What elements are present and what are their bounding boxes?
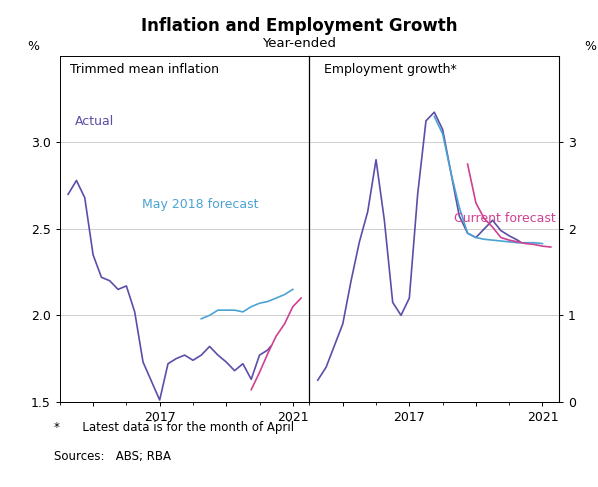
Text: Actual: Actual — [75, 115, 114, 128]
Text: May 2018 forecast: May 2018 forecast — [142, 198, 259, 211]
Text: Trimmed mean inflation: Trimmed mean inflation — [70, 63, 219, 76]
Text: Employment growth*: Employment growth* — [325, 63, 457, 76]
Text: %: % — [584, 39, 596, 53]
Text: %: % — [28, 39, 39, 53]
Text: *      Latest data is for the month of April: * Latest data is for the month of April — [54, 421, 294, 434]
Text: Sources:   ABS; RBA: Sources: ABS; RBA — [54, 450, 171, 464]
Text: Current forecast: Current forecast — [454, 212, 556, 225]
Text: Inflation and Employment Growth: Inflation and Employment Growth — [141, 17, 457, 35]
Text: Year-ended: Year-ended — [262, 37, 336, 50]
